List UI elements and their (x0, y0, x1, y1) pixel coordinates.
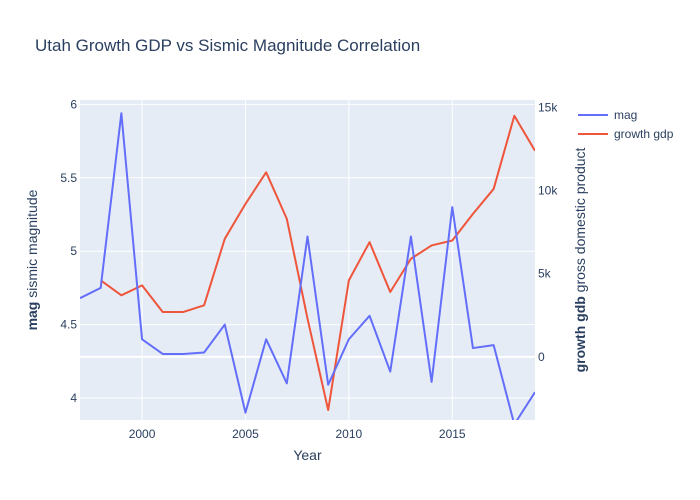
x-tick-label: 2010 (336, 427, 363, 441)
y-left-axis-title-bold: mag (24, 302, 40, 331)
series-lines (80, 112, 535, 420)
x-axis-title: Year (293, 447, 322, 463)
series-line-mag (80, 112, 535, 420)
legend: mag growth gdp (578, 108, 674, 141)
y-left-axis-title-rest: sismic magnitude (24, 189, 40, 297)
x-tick-label: 2000 (129, 427, 156, 441)
y-right-axis-title-rest: gross domestic product (572, 147, 588, 292)
series-line-growth-gdp (100, 114, 535, 412)
y-left-axis-title: mag sismic magnitude (24, 189, 40, 330)
y-left-tick-label: 5.5 (60, 171, 77, 185)
y-left-tick-label: 5 (70, 244, 77, 258)
x-tick-label: 2015 (439, 427, 466, 441)
legend-label-growth-gdp: growth gdp (614, 127, 674, 141)
plot-area (80, 100, 535, 420)
y-left-tick-label: 4 (70, 391, 77, 405)
y-right-axis-title-bold: growth gdb (572, 296, 588, 372)
grid-lines (80, 100, 535, 420)
legend-item-mag[interactable]: mag (578, 108, 637, 122)
x-tick-label: 2005 (232, 427, 259, 441)
y-right-tick-label: 0 (538, 350, 545, 364)
y-right-tick-label: 10k (538, 184, 558, 198)
legend-item-growth-gdp[interactable]: growth gdp (578, 127, 674, 141)
y-right-tick-label: 5k (538, 267, 552, 281)
y-left-axis-ticks: 4 4.5 5 5.5 6 (60, 97, 77, 405)
chart-title: Utah Growth GDP vs Sismic Magnitude Corr… (35, 36, 420, 55)
y-right-axis-ticks: 0 5k 10k 15k (538, 100, 558, 363)
y-left-tick-label: 6 (70, 97, 77, 111)
x-axis-ticks: 2000 2005 2010 2015 (129, 427, 466, 441)
y-right-tick-label: 15k (538, 100, 558, 114)
y-right-axis-title: growth gdb gross domestic product (572, 147, 588, 372)
legend-label-mag: mag (614, 108, 637, 122)
y-left-tick-label: 4.5 (60, 318, 77, 332)
